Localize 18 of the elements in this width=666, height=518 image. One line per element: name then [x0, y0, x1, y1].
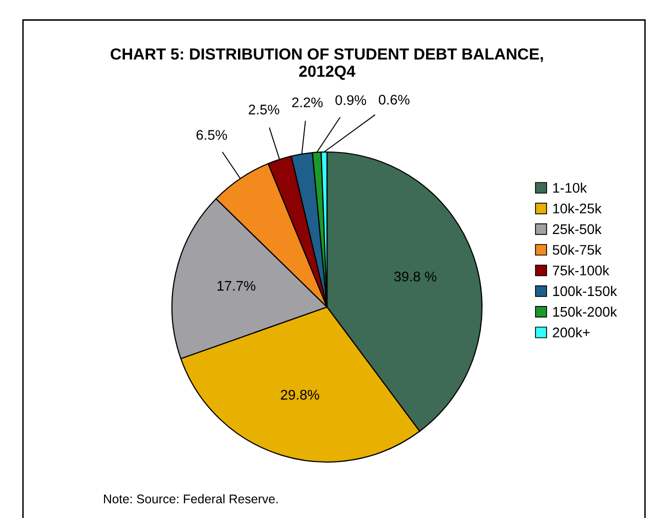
data-label: 17.7%	[218, 280, 256, 291]
data-label: 2.5%	[248, 104, 280, 114]
legend-label: 75k-100k	[552, 265, 610, 276]
data-label: 0.9%	[335, 95, 366, 106]
data-label: 2.2%	[292, 97, 323, 108]
data-label: 6.5%	[196, 130, 227, 140]
legend-label: 50k-75k	[552, 244, 602, 255]
legend-label: 200k+	[552, 327, 590, 338]
legend-label: 25k-50k	[552, 224, 602, 234]
legend-label: 10k-25k	[553, 203, 602, 214]
data-label: 29.8%	[280, 390, 320, 400]
text: Note: Source: Federal Reserve.	[104, 494, 278, 504]
chart-title: CHART 5: DISTRIBUTION OF STUDENT DEBT BALANCE, 2012Q4	[110, 48, 543, 80]
data-label: 0.6%	[378, 94, 410, 105]
data-label: 39.8 %	[394, 272, 436, 282]
legend-label: 150k-200k	[553, 306, 618, 317]
legend-label: 100k-150k	[553, 286, 618, 296]
legend-label: 1-10k	[553, 182, 587, 193]
